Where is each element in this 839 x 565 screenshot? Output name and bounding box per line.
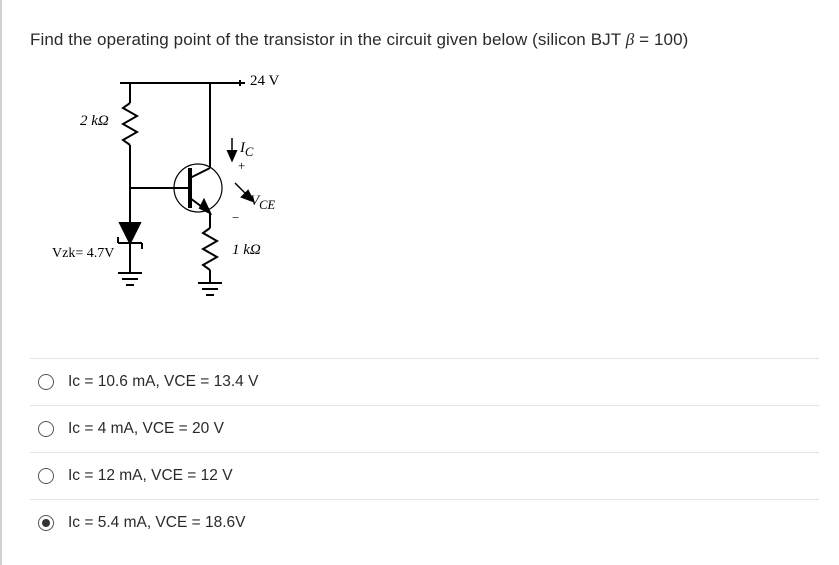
- option-label: Ic = 5.4 mA, VCE = 18.6V: [68, 514, 245, 532]
- supply-voltage-label: 24 V: [250, 73, 279, 90]
- radio-icon: [38, 515, 54, 531]
- question-text: Find the operating point of the transist…: [30, 30, 819, 50]
- option-label: Ic = 12 mA, VCE = 12 V: [68, 467, 233, 485]
- option-c[interactable]: Ic = 12 mA, VCE = 12 V: [30, 453, 819, 500]
- answer-options: Ic = 10.6 mA, VCE = 13.4 V Ic = 4 mA, VC…: [30, 358, 819, 546]
- plus-label: +: [238, 158, 245, 174]
- option-a[interactable]: Ic = 10.6 mA, VCE = 13.4 V: [30, 359, 819, 406]
- vce-letter: V: [250, 193, 259, 209]
- r-top-label: 2 kΩ: [80, 113, 109, 130]
- radio-icon: [38, 468, 54, 484]
- question-suffix: ): [683, 30, 689, 49]
- option-b[interactable]: Ic = 4 mA, VCE = 20 V: [30, 406, 819, 453]
- question-prefix: Find the operating point of the transist…: [30, 30, 626, 49]
- radio-icon: [38, 421, 54, 437]
- equals-sign: =: [634, 30, 654, 49]
- beta-value: 100: [654, 30, 683, 49]
- radio-icon: [38, 374, 54, 390]
- r-emitter-label: 1 kΩ: [232, 242, 261, 259]
- option-label: Ic = 10.6 mA, VCE = 13.4 V: [68, 373, 258, 391]
- ic-sub: C: [245, 145, 253, 159]
- option-d[interactable]: Ic = 5.4 mA, VCE = 18.6V: [30, 500, 819, 546]
- option-label: Ic = 4 mA, VCE = 20 V: [68, 420, 224, 438]
- ic-label: IC: [240, 140, 253, 160]
- vce-label: VCE: [250, 193, 275, 213]
- circuit-diagram: 24 V 2 kΩ Vzk= 4.7V IC + VCE − 1 kΩ: [50, 68, 330, 318]
- vce-sub: CE: [259, 198, 275, 212]
- vzk-label: Vzk= 4.7V: [52, 246, 114, 262]
- minus-label: −: [232, 210, 239, 226]
